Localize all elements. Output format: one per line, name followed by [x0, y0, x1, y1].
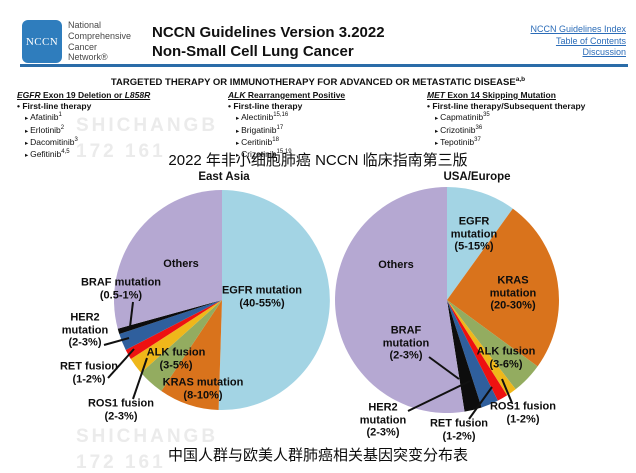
therapy-column-header: MET Exon 14 Skipping Mutation [427, 90, 556, 100]
pie-east-asia-label-braf: BRAF mutation (0.5-1%) [80, 276, 162, 302]
therapy-column-1: ALK Rearrangement Positive • First-line t… [228, 90, 346, 161]
pie-east-asia-label-ret: RET fusion (1-2%) [59, 360, 119, 386]
pie-east-asia-slice-braf [117, 300, 222, 334]
nccn-logo: NCCN [22, 20, 62, 63]
cancer-type-title: Non-Small Cell Lung Cancer [152, 43, 354, 60]
section-title-text: TARGETED THERAPY OR IMMUNOTHERAPY FOR AD… [110, 77, 516, 89]
pie-east-asia-slice-her2 [119, 300, 222, 350]
therapy-line-label: • First-line therapy [17, 100, 92, 111]
section-title: TARGETED THERAPY OR IMMUNOTHERAPY FOR AD… [0, 76, 636, 88]
therapy-column-header: EGFR Exon 19 Deletion or L858R [17, 90, 151, 100]
chinese-caption-top: 2022 年非小细胞肺癌 NCCN 临床指南第三版 [168, 152, 468, 169]
pie-usa-europe-label-braf: BRAF mutation (2-3%) [382, 324, 430, 362]
link-guidelines-index[interactable]: NCCN Guidelines Index [530, 24, 626, 34]
pie-usa-europe-label-others: Others [378, 258, 414, 271]
nccn-logo-text: NCCN [25, 35, 59, 48]
pie-east-asia-label-egfr: EGFR mutation (40-55%) [221, 284, 303, 310]
pie-usa-europe-label-ret: RET fusion (1-2%) [429, 417, 489, 443]
pie-usa-europe-label-her2: HER2 mutation (2-3%) [359, 401, 407, 439]
header-divider [20, 64, 628, 67]
pie-title-east-asia: East Asia [198, 171, 250, 183]
drug-item: ▸ Brigatinib17 [236, 124, 284, 135]
pie-usa-europe-slice-alk [447, 300, 538, 390]
pie-leader-line [468, 386, 493, 420]
drug-item: ▸ Afatinib1 [25, 112, 62, 123]
pie-leader-line [129, 301, 134, 328]
drug-item: ▸ Erlotinib2 [25, 124, 65, 135]
pie-usa-europe-slice-ret [447, 300, 508, 401]
pie-usa-europe-label-kras: KRAS mutation (20-30%) [489, 274, 537, 312]
pie-usa-europe-slice-others [335, 187, 465, 413]
pie-usa-europe-label-alk: ALK fusion (3-6%) [476, 345, 536, 371]
pie-usa-europe-label-ros1: ROS1 fusion (1-2%) [489, 400, 557, 426]
logo-caption-line: Comprehensive [68, 30, 132, 41]
pie-east-asia-label-others: Others [163, 257, 199, 270]
pie-leader-line [107, 348, 135, 379]
drug-item: ▸ Gefitinib4,5 [25, 149, 70, 160]
therapy-column-0: EGFR Exon 19 Deletion or L858R • First-li… [17, 90, 151, 161]
pie-east-asia-slice-kras [161, 300, 222, 410]
link-table-of-contents[interactable]: Table of Contents [555, 35, 626, 46]
therapy-column-2: MET Exon 14 Skipping Mutation • First-lin… [427, 90, 586, 148]
pie-usa-europe-slice-egfr [447, 187, 513, 300]
pie-east-asia-label-her2: HER2 mutation (2-3%) [61, 311, 109, 349]
pie-title-usa-europe: USA/Europe [443, 171, 511, 183]
pie-leader-line [103, 337, 130, 346]
therapy-line-label: • First-line therapy [228, 100, 303, 111]
pie-usa-europe-slice-her2 [447, 300, 498, 408]
pie-east-asia-slice-ros1 [130, 300, 222, 373]
logo-caption-line: Network® [68, 52, 108, 63]
pie-east-asia-slice-egfr [218, 190, 330, 410]
pie-usa-europe-slice-kras [447, 208, 560, 367]
section-title-footnote-ref: a,b [515, 76, 526, 83]
pie-leader-line [132, 357, 148, 400]
pie-east-asia-slice-alk [140, 300, 222, 391]
therapy-column-header: ALK Rearrangement Positive [228, 90, 346, 100]
drug-item: ▸ Tepotinib37 [435, 136, 481, 147]
pie-east-asia-label-ros1: ROS1 fusion (2-3%) [87, 397, 155, 423]
therapy-line-label: • First-line therapy/Subsequent therapy [427, 100, 586, 111]
pie-usa-europe-slice-ros1 [447, 300, 516, 396]
chinese-caption-bottom: 中国人群与欧美人群肺癌相关基因突变分布表 [167, 447, 468, 464]
logo-caption-line: National [68, 20, 102, 30]
drug-item: ▸ Ceritinib18 [236, 136, 279, 147]
drug-item: ▸ Crizotinib15,19 [236, 149, 292, 160]
nccn-logo-caption: National Comprehensive Cancer Network® [68, 20, 131, 63]
drug-item: ▸ Alectinib15,16 [236, 112, 289, 123]
drug-item: ▸ Crizotinib36 [435, 124, 483, 135]
header-links: NCCN Guidelines Index Table of Contents … [530, 24, 626, 59]
guidelines-version-title: NCCN Guidelines Version 3.2022 [152, 24, 385, 41]
pie-leader-line [407, 380, 471, 412]
logo-caption-line: Cancer [68, 41, 98, 52]
pie-leader-line [428, 356, 460, 380]
drug-item: ▸ Dacomitinib3 [25, 136, 78, 147]
link-discussion[interactable]: Discussion [582, 47, 626, 58]
pie-east-asia-slice-others [114, 190, 222, 329]
pie-leader-line [501, 378, 513, 404]
pie-east-asia-slice-ret [125, 300, 222, 359]
pie-usa-europe-label-egfr: EGFR mutation (5-15%) [450, 215, 498, 253]
pie-usa-europe-slice-braf [447, 300, 482, 412]
drug-item: ▸ Capmatinib35 [435, 112, 490, 123]
pie-east-asia-label-kras: KRAS mutation (8-10%) [162, 376, 244, 402]
pie-east-asia-label-alk: ALK fusion (3-5%) [146, 346, 206, 372]
